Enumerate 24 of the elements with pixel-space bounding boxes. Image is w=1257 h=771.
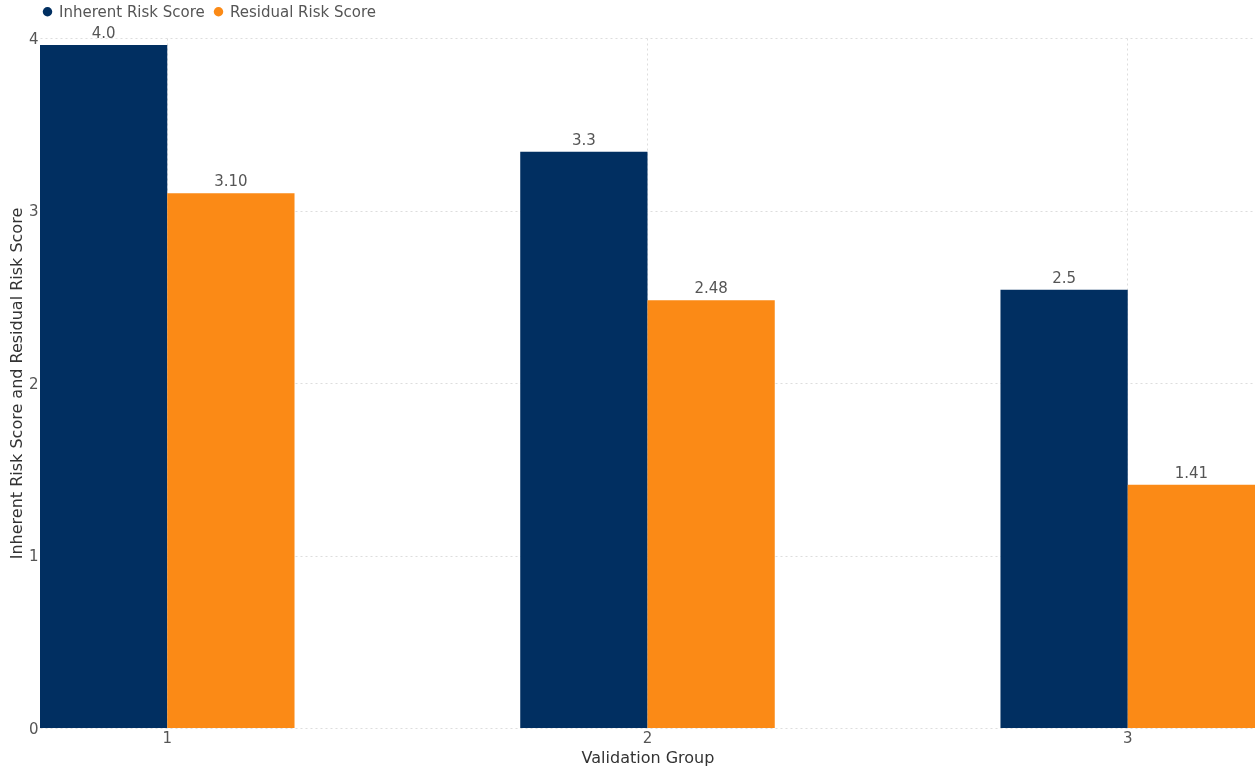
data-label: 4.0 bbox=[91, 23, 116, 42]
y-tick-label: 3 bbox=[28, 202, 39, 220]
y-tick-label: 0 bbox=[28, 719, 39, 738]
x-tick-label: 1 bbox=[162, 728, 173, 747]
y-tick-label: 4 bbox=[28, 29, 39, 48]
data-label: 2.5 bbox=[1052, 268, 1077, 287]
bar bbox=[40, 44, 168, 728]
y-tick-label: 1 bbox=[28, 547, 39, 565]
legend-label: Residual Risk Score bbox=[230, 2, 376, 21]
x-axis-title: Validation Group bbox=[581, 747, 715, 767]
data-label: 3.10 bbox=[214, 172, 248, 191]
y-tick-label: 2 bbox=[28, 374, 39, 393]
x-tick-label: 2 bbox=[642, 728, 653, 747]
y-axis-title: Inherent Risk Score and Residual Risk Score bbox=[6, 207, 26, 560]
data-label: 1.41 bbox=[1174, 463, 1209, 482]
bar bbox=[167, 193, 295, 728]
legend-label: Inherent Risk Score bbox=[59, 2, 205, 21]
bar bbox=[1000, 289, 1128, 728]
bar bbox=[647, 300, 775, 728]
x-tick-label: 3 bbox=[1122, 728, 1133, 747]
bar bbox=[520, 151, 648, 728]
data-label: 2.48 bbox=[694, 279, 728, 298]
bar bbox=[1127, 484, 1255, 728]
data-label: 3.3 bbox=[571, 130, 596, 149]
